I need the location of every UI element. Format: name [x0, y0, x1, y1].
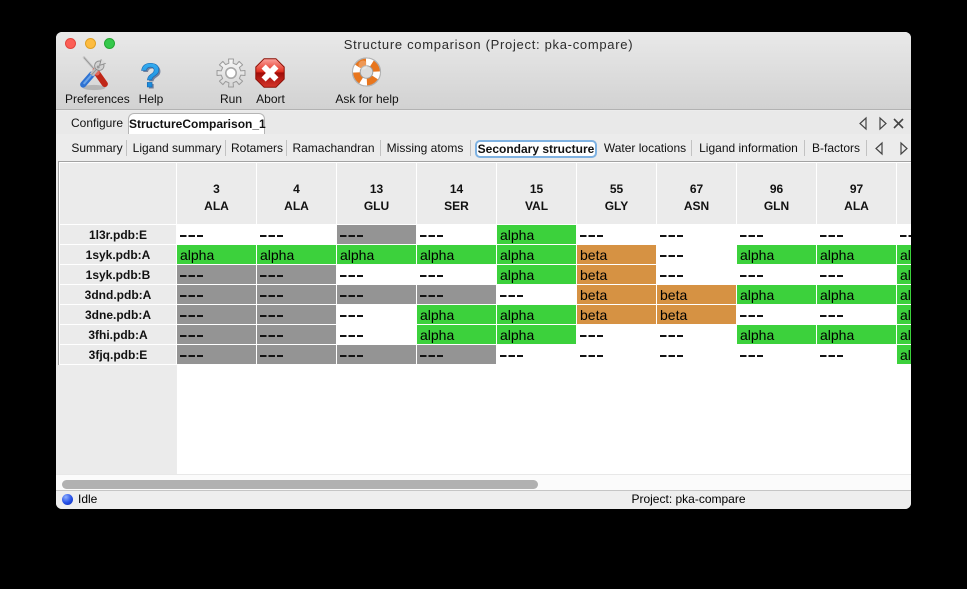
svg-text:?: ?: [142, 59, 163, 93]
svg-text:?: ?: [140, 57, 161, 93]
